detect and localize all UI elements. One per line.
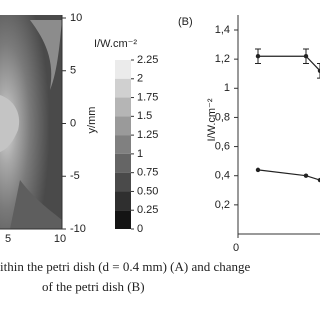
x-tick-label: 10 [54, 233, 66, 245]
y-tick-label: 5 [70, 65, 76, 77]
colorbar-label: 1.75 [137, 91, 158, 103]
error-bar [317, 63, 320, 79]
colorbar-label: 2 [137, 73, 143, 85]
colorbar-swatch [115, 172, 131, 192]
data-point [303, 54, 309, 59]
y-tick-label: 1,4 [215, 24, 230, 36]
colorbar-swatch [115, 135, 131, 154]
colorbar-label: 0.50 [137, 185, 158, 197]
colorbar-label: 2.25 [137, 54, 158, 66]
y-tick-label: 0,8 [215, 111, 230, 123]
series-line [257, 169, 320, 181]
y-tick-label: 0,6 [215, 140, 230, 152]
colorbar-label: 0.75 [137, 167, 158, 179]
data-point [303, 173, 309, 178]
data-point [317, 177, 320, 183]
caption-line: ithin the petri dish (d = 0.4 mm) (A) an… [0, 259, 251, 274]
contour-region [30, 20, 62, 90]
axis-title: I/W.cm⁻² [206, 98, 218, 141]
y-tick-label: 0,4 [215, 170, 230, 182]
y-tick-label: 0,2 [215, 199, 230, 211]
colorbar-label: 0.25 [137, 204, 158, 216]
y-tick-label: 1,2 [215, 53, 230, 65]
y-tick-label: -5 [70, 170, 80, 182]
contour-region [10, 180, 62, 229]
axis-title: y/mm [86, 107, 98, 134]
colorbar-label: 1.5 [137, 110, 152, 122]
data-point [255, 54, 261, 59]
y-tick-label: -10 [70, 223, 86, 235]
colorbar-label: 1 [137, 148, 143, 160]
x-tick-label: 5 [5, 233, 11, 245]
colorbar-title: I/W.cm⁻² [94, 38, 137, 50]
colorbar-swatch [115, 210, 131, 229]
panel-label: (B) [178, 16, 193, 28]
colorbar-swatch [115, 116, 131, 136]
y-tick-label: 10 [70, 12, 82, 24]
data-point [317, 68, 320, 73]
contour-region [0, 95, 20, 152]
colorbar-swatch [115, 60, 131, 79]
caption-line: of the petri dish (B) [42, 279, 145, 294]
colorbar-swatch [115, 191, 131, 211]
y-tick-label: 0 [70, 117, 76, 129]
y-tick-label: 1 [224, 82, 230, 94]
data-point [255, 167, 261, 173]
colorbar-swatch [115, 78, 131, 98]
series-line [258, 55, 320, 72]
colorbar-label: 0 [137, 223, 143, 235]
colorbar-swatch [115, 97, 131, 117]
x-tick-label: 0 [233, 242, 239, 254]
colorbar-label: 1.25 [137, 129, 158, 141]
colorbar-swatch [115, 153, 131, 173]
